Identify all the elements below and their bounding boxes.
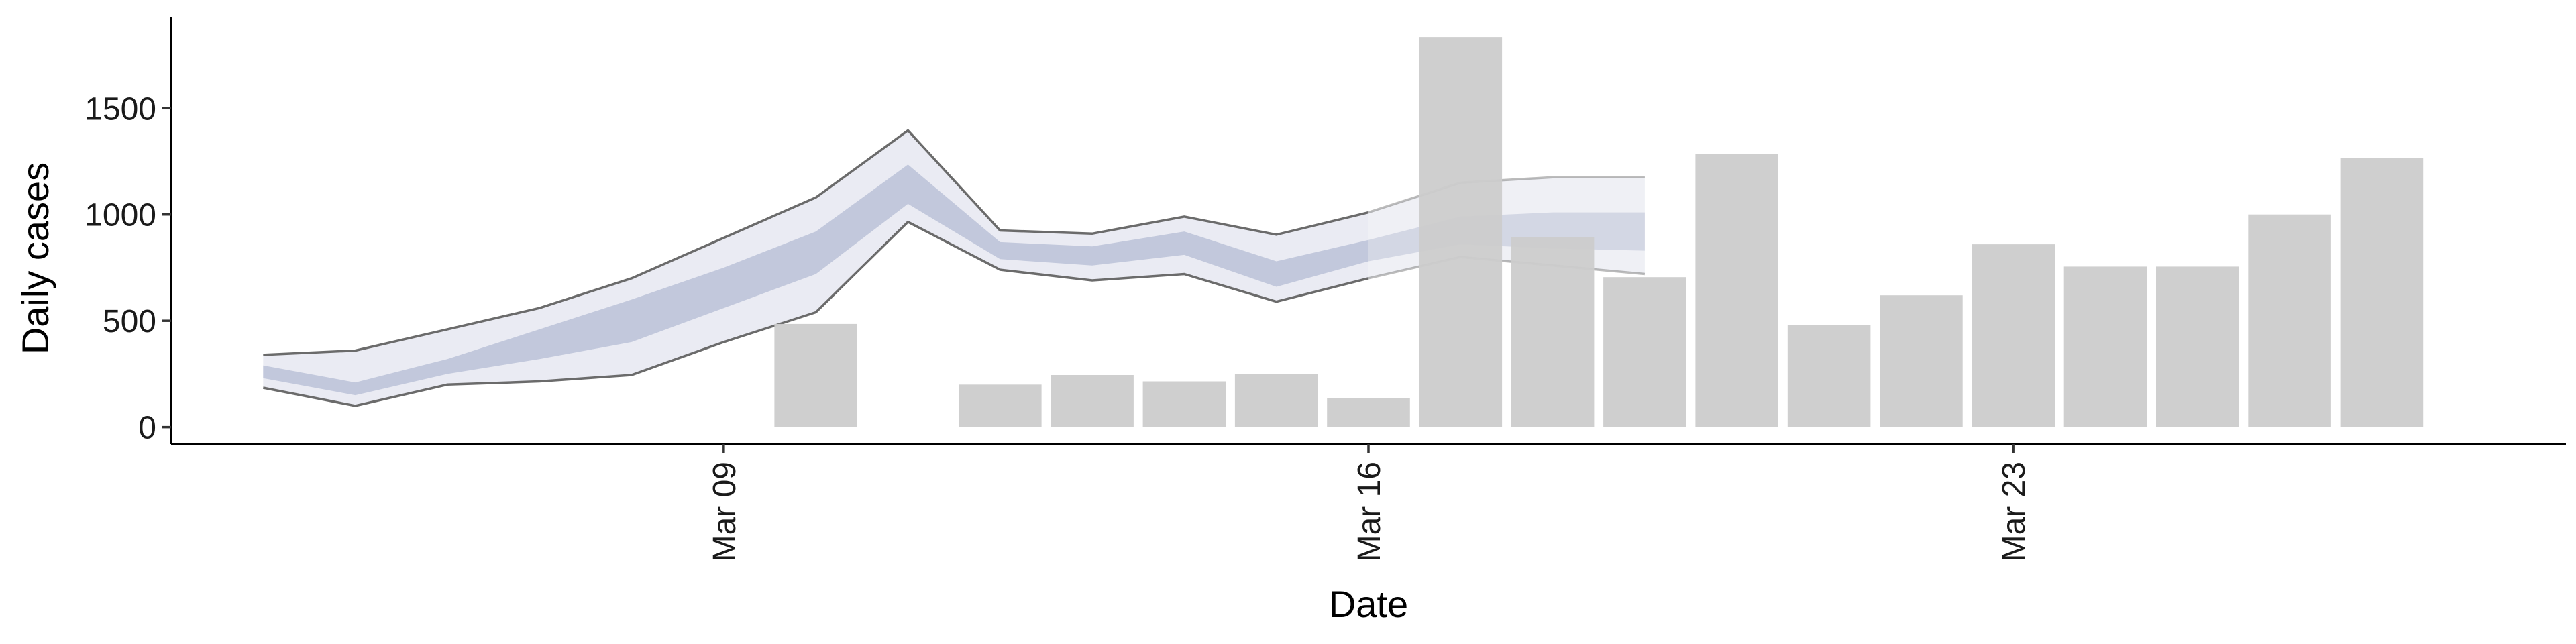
forecast-lower-bound-line (1368, 256, 1646, 280)
ticks-layer: 0 500 1000 1500 Mar 09 Mar 16 Mar 23 (85, 91, 2032, 561)
bar (2248, 214, 2331, 427)
y-tick-label: 1000 (85, 198, 156, 233)
forecast-upper-bound-line (1368, 176, 1645, 214)
bars-layer (774, 37, 2424, 427)
fitted-lower-bound-line (262, 220, 1369, 407)
bar (1787, 325, 1871, 427)
bar (2156, 266, 2239, 427)
bar (1234, 374, 1318, 427)
bar (1419, 37, 1503, 427)
bar (959, 384, 1042, 427)
fitted-inner-band (263, 164, 1368, 396)
bar (2340, 158, 2424, 427)
bar (1142, 381, 1226, 427)
y-tick-label: 0 (138, 411, 156, 446)
x-tick-label: Mar 16 (1352, 462, 1387, 561)
fitted-upper-bound-line (263, 129, 1369, 356)
x-tick-label: Mar 09 (707, 462, 743, 561)
y-tick-label: 1500 (85, 91, 156, 127)
bar (1880, 295, 1963, 427)
bar (1603, 277, 1686, 427)
bar (774, 323, 857, 427)
x-tick-label: Mar 23 (1996, 462, 2032, 561)
y-tick-label: 500 (103, 304, 156, 339)
bar (1051, 375, 1134, 427)
bar (1695, 154, 1778, 427)
y-axis-title: Daily cases (14, 162, 56, 354)
x-axis-title: Date (1329, 583, 1408, 625)
bar (2063, 266, 2147, 427)
bar (1972, 244, 2055, 427)
bar (1327, 398, 1410, 427)
bar (1511, 237, 1595, 427)
